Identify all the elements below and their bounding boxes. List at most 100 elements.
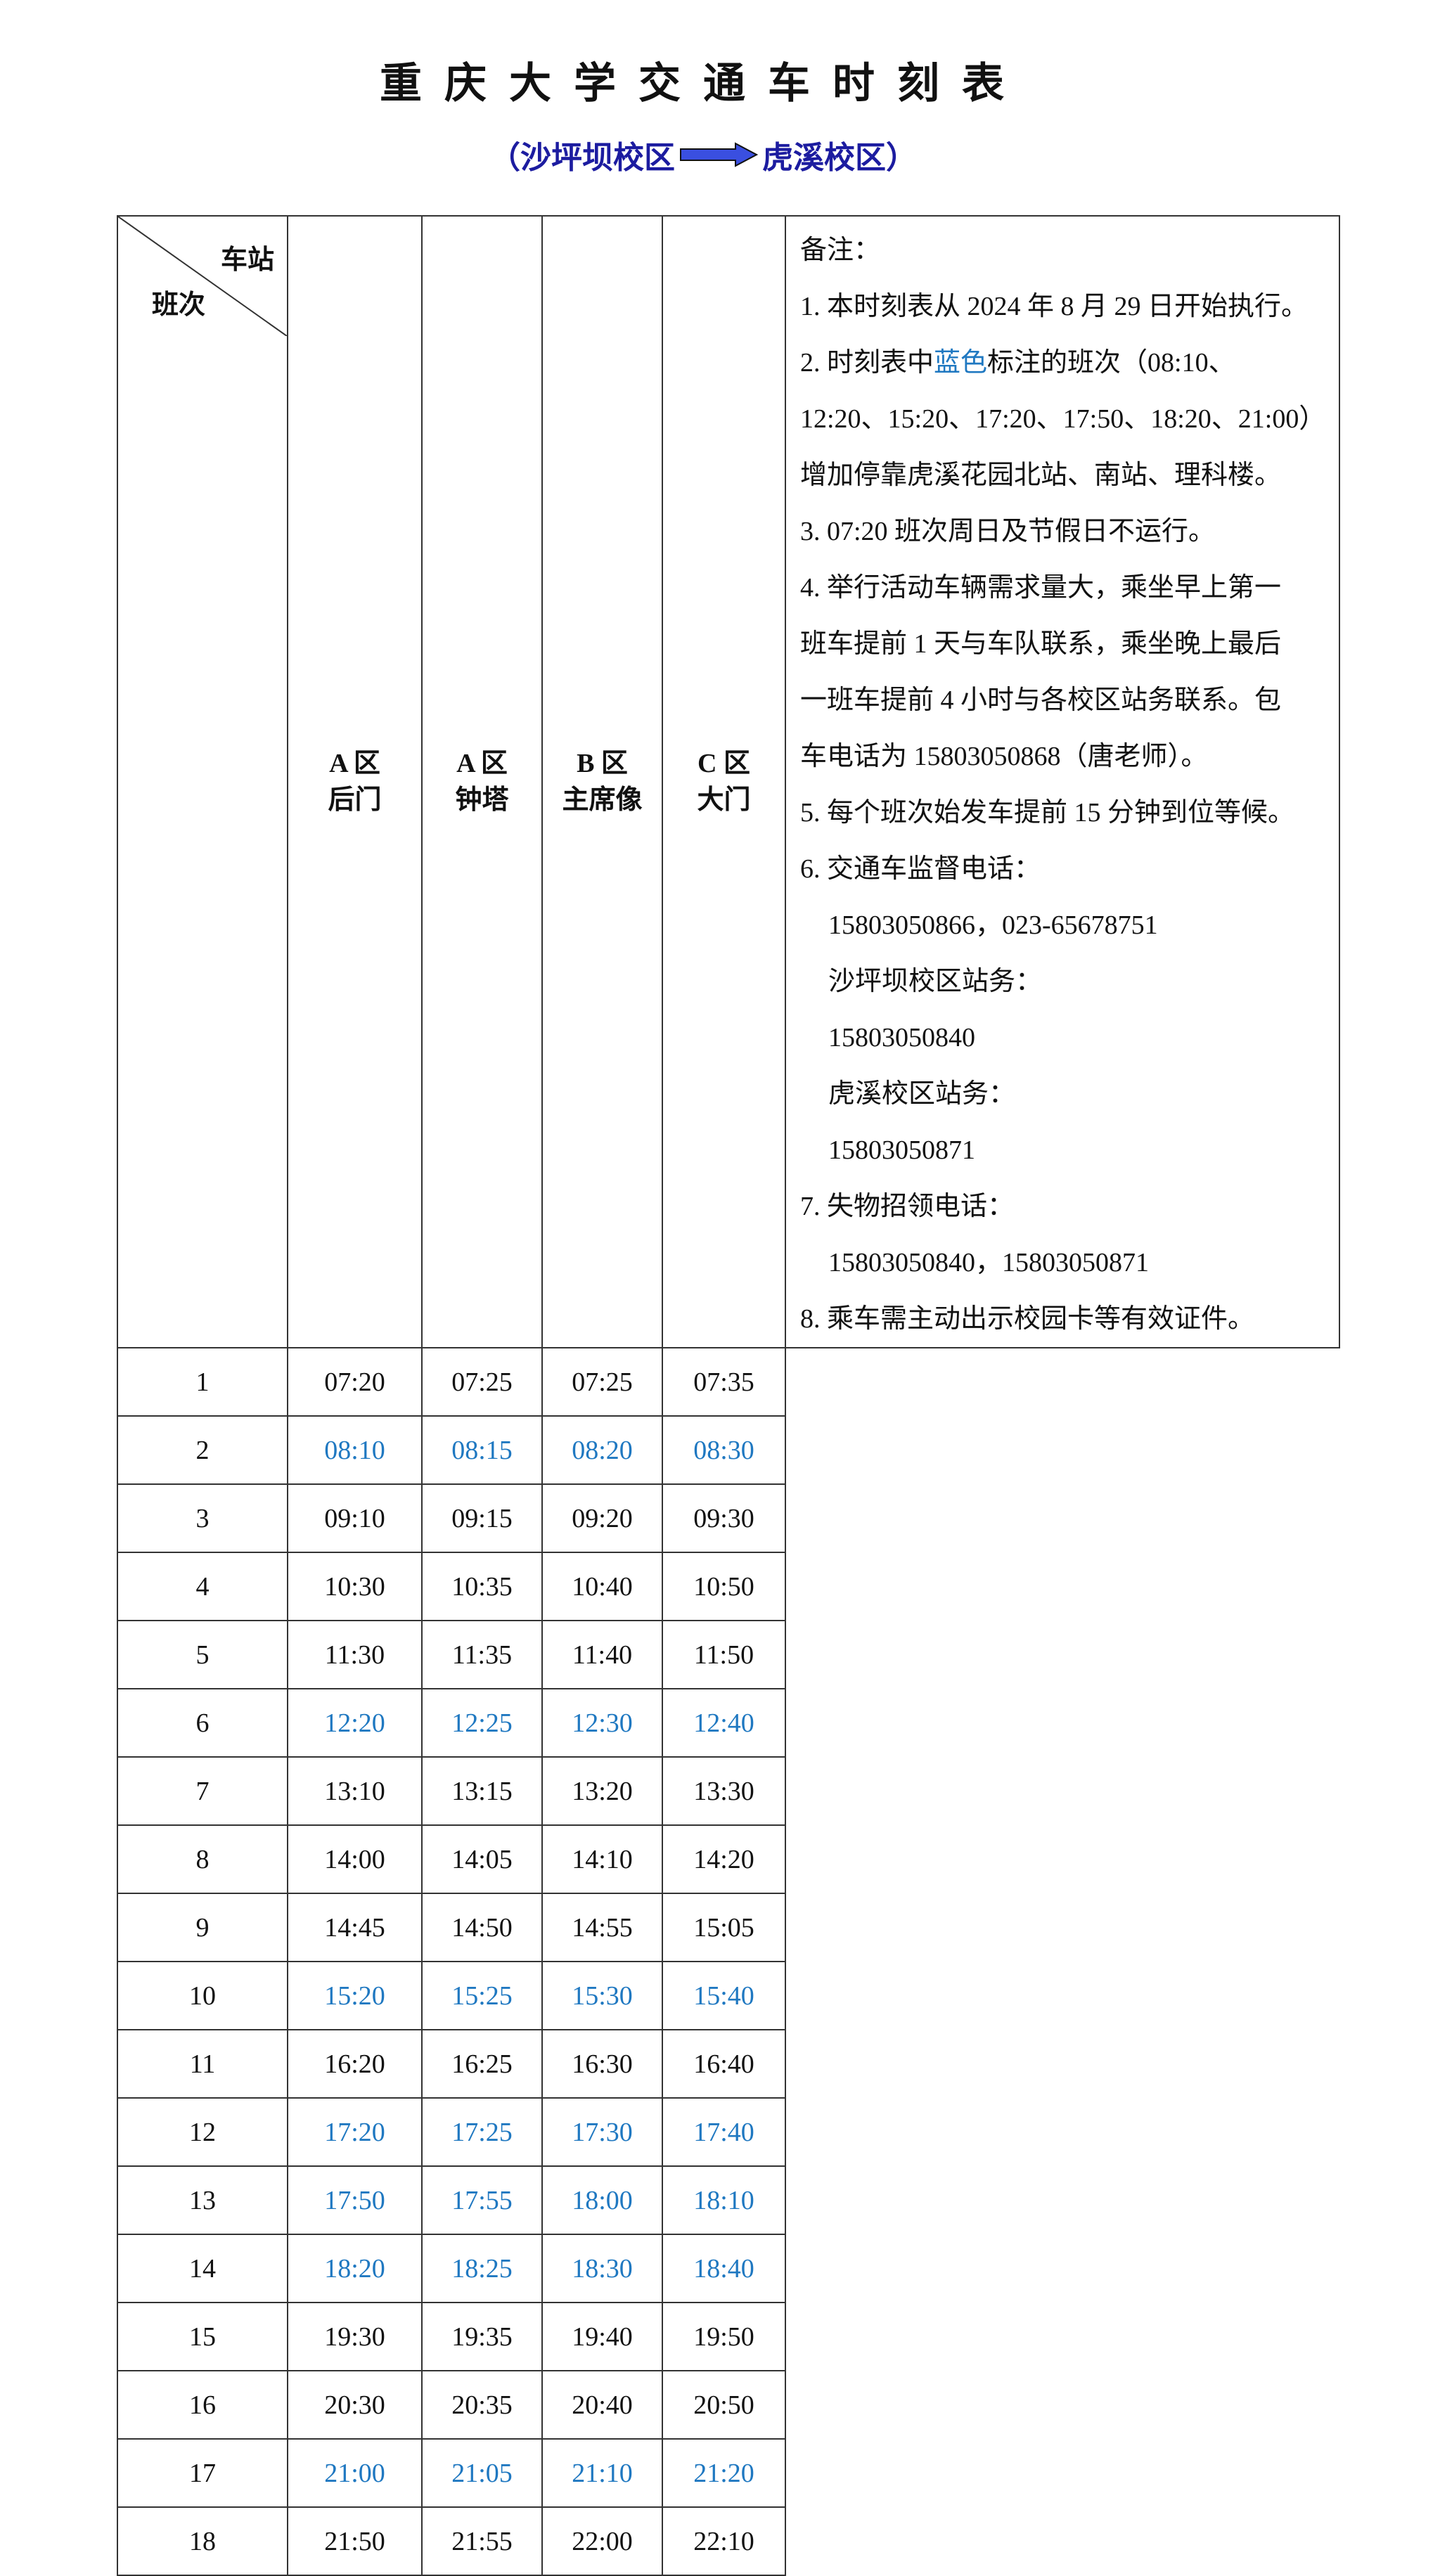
departure-time: 16:40 [662,2029,786,2099]
note-line: 12:20、15:20、17:20、17:50、18:20、21:00） [800,404,1326,434]
departure-time: 22:10 [662,2506,786,2576]
departure-time: 14:05 [421,1824,543,1894]
departure-time: 20:30 [287,2370,423,2440]
departure-time: 14:00 [287,1824,423,1894]
table-row: 14 18:20 18:25 18:30 18:40 [117,2234,1339,2303]
trip-number: 13 [117,2165,288,2235]
departure-time: 07:25 [421,1347,543,1417]
note-line: 15803050840，15803050871 [828,1248,1150,1277]
column-header: C 区大门 [662,215,786,1348]
departure-time: 21:00 [287,2438,423,2508]
note-line: 6. 交通车监督电话： [800,854,1041,884]
trip-number: 5 [117,1620,288,1689]
corner-trip-label: 班次 [152,290,206,320]
note-line: 一班车提前 4 小时与各校区站务联系。包 [800,685,1282,715]
notes-panel: 备注： 1. 本时刻表从 2024 年 8 月 29 日开始执行。 2. 时刻表中蓝… [785,215,1340,1348]
note-line: 1. 本时刻表从 2024 年 8 月 29 日开始执行。 [800,292,1309,321]
note-line: 备注： [800,236,881,265]
trip-number: 2 [117,1415,288,1485]
note-line: 15803050840 [828,1023,975,1052]
station-name: 钟塔 [455,785,509,815]
column-header: B 区主席像 [541,215,663,1348]
departure-time: 11:40 [541,1620,663,1689]
departure-time: 18:00 [541,2165,663,2235]
departure-time: 11:35 [421,1620,543,1689]
note-line: 2. 时刻表中蓝色标注的班次（08:10、 [800,335,1339,391]
departure-time: 19:50 [662,2302,786,2371]
departure-time: 07:25 [541,1347,663,1417]
trip-number: 3 [117,1483,288,1553]
departure-time: 09:30 [662,1483,786,1553]
note-line: 15803050871 [828,1135,975,1165]
table-row: 7 13:10 13:15 13:20 13:30 [117,1756,1339,1826]
departure-time: 10:30 [287,1552,423,1621]
table-row: 13 17:50 17:55 18:00 18:10 [117,2165,1339,2235]
trip-number: 18 [117,2506,288,2576]
departure-time: 21:10 [541,2438,663,2508]
trip-number: 9 [117,1893,288,1962]
departure-time: 17:40 [662,2097,786,2167]
note-line: 3. 07:20 班次周日及节假日不运行。 [800,517,1216,546]
trip-number: 8 [117,1824,288,1894]
note-line: 沙坪坝校区站务： [828,967,1043,996]
departure-time: 18:20 [287,2234,423,2303]
table-row: 6 12:20 12:25 12:30 12:40 [117,1688,1339,1758]
right-arrow-icon [680,142,758,167]
departure-time: 17:20 [287,2097,423,2167]
note-line: 车电话为 15803050868（唐老师）。 [800,742,1208,771]
departure-time: 18:25 [421,2234,543,2303]
departure-time: 07:35 [662,1347,786,1417]
departure-time: 08:15 [421,1415,543,1485]
table-row: 10 15:20 15:25 15:30 15:40 [117,1961,1339,2030]
departure-time: 14:55 [541,1893,663,1962]
table-row: 8 14:00 14:05 14:10 14:20 [117,1824,1339,1894]
departure-time: 09:10 [287,1483,423,1553]
note-blue-text: 蓝色 [934,348,988,378]
departure-time: 21:20 [662,2438,786,2508]
departure-time: 21:55 [421,2506,543,2576]
departure-time: 15:20 [287,1961,423,2030]
table-row: 16 20:30 20:35 20:40 20:50 [117,2370,1339,2440]
note-line: 虎溪校区站务： [828,1079,1016,1109]
station-area: A 区 [329,749,380,778]
departure-time: 18:30 [541,2234,663,2303]
trip-number: 1 [117,1347,288,1417]
column-header: A 区钟塔 [421,215,543,1348]
departure-time: 22:00 [541,2506,663,2576]
departure-time: 15:05 [662,1893,786,1962]
table-row: 18 21:50 21:55 22:00 22:10 [117,2506,1339,2576]
table-row: 12 17:20 17:25 17:30 17:40 [117,2097,1339,2167]
table-row: 9 14:45 14:50 14:55 15:05 [117,1893,1339,1962]
trip-number: 10 [117,1961,288,2030]
timetable: 车站 班次 A 区后门 A 区钟塔 B 区主席像 C 区大门 备注： 1. 本时刻表从 2… [117,215,1340,2576]
departure-time: 13:30 [662,1756,786,1826]
departure-time: 16:20 [287,2029,423,2099]
corner-station-label: 车站 [220,245,274,275]
table-row: 2 08:10 08:15 08:20 08:30 [117,1415,1339,1485]
departure-time: 16:30 [541,2029,663,2099]
departure-time: 19:40 [541,2302,663,2371]
departure-time: 13:10 [287,1756,423,1826]
departure-time: 16:25 [421,2029,543,2099]
trip-number: 16 [117,2370,288,2440]
trip-number: 6 [117,1688,288,1758]
table-row: 4 10:30 10:35 10:40 10:50 [117,1552,1339,1621]
station-area: B 区 [577,749,628,778]
departure-time: 09:15 [421,1483,543,1553]
route-to: 虎溪校区） [762,140,917,176]
note-line: 8. 乘车需主动出示校园卡等有效证件。 [800,1304,1255,1334]
departure-time: 18:40 [662,2234,786,2303]
departure-time: 21:50 [287,2506,423,2576]
departure-time: 14:45 [287,1893,423,1962]
departure-time: 10:40 [541,1552,663,1621]
table-row: 11 16:20 16:25 16:30 16:40 [117,2029,1339,2099]
table-row: 15 19:30 19:35 19:40 19:50 [117,2302,1339,2371]
departure-time: 13:15 [421,1756,543,1826]
diagonal-line [118,217,287,336]
note-text: 2. 时刻表中 [800,348,934,378]
departure-time: 11:50 [662,1620,786,1689]
departure-time: 14:20 [662,1824,786,1894]
table-row: 3 09:10 09:15 09:20 09:30 [117,1483,1339,1553]
departure-time: 15:40 [662,1961,786,2030]
departure-time: 10:35 [421,1552,543,1621]
